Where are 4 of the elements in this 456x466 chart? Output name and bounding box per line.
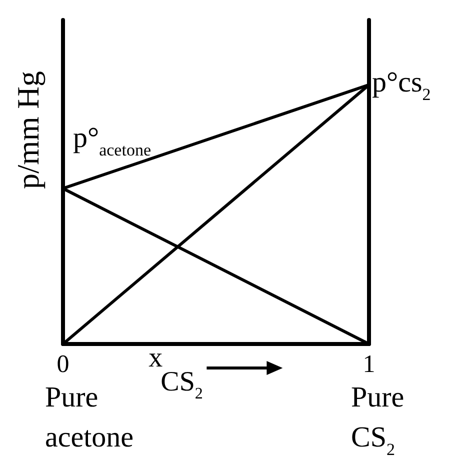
y-axis-title: p/mm Hg [10,71,46,189]
x-tick-label: 0 [56,351,70,378]
text: Pure acetone [45,382,134,454]
x-tick-label: 1 [362,351,376,378]
